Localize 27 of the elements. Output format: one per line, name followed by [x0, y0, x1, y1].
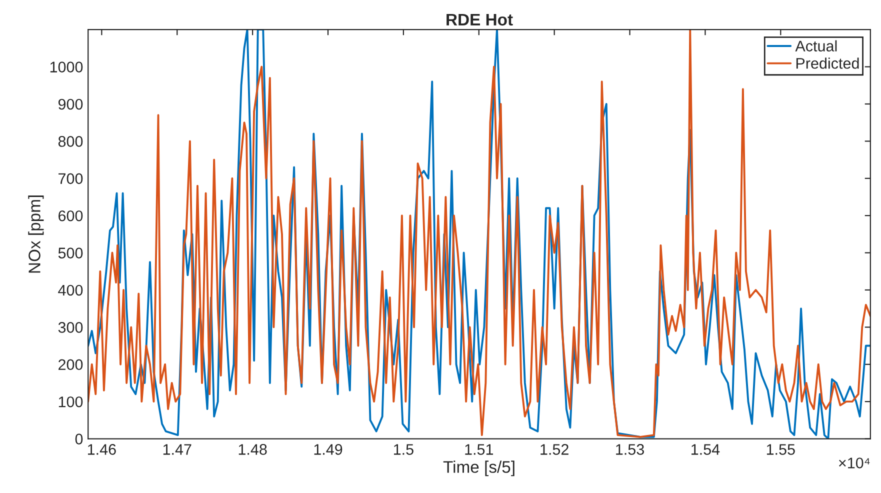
x-tick-label: 1.49 [314, 444, 342, 455]
y-tick-label: 1000 [50, 62, 83, 72]
y-tick-label: 200 [58, 359, 83, 370]
legend-label: Actual [795, 40, 837, 52]
y-tick-label: 400 [58, 284, 83, 296]
x-tick-label: 1.54 [692, 444, 720, 455]
chart-title: RDE Hot [446, 14, 513, 26]
y-tick-label: 300 [58, 322, 83, 333]
x-tick-label: 1.51 [465, 444, 494, 455]
y-tick-label: 800 [58, 136, 83, 147]
x-tick-label: 1.46 [88, 444, 116, 455]
x-axis-title: Time [s/5] [443, 460, 514, 476]
y-tick-label: 0 [75, 434, 83, 444]
x-tick-label: 1.5 [394, 444, 414, 455]
x-tick-label: 1.48 [238, 444, 267, 455]
y-tick-label: 500 [58, 248, 83, 258]
y-tick-label: 700 [58, 173, 83, 184]
text: ×10⁴ [839, 458, 870, 468]
x-tick-label: 1.55 [766, 444, 795, 455]
y-axis-title: NOx [ppm] [28, 196, 44, 273]
legend-label: Predicted [796, 58, 859, 69]
x-tick-label: 1.52 [540, 444, 568, 455]
y-tick-label: 100 [58, 396, 83, 408]
x-tick-label: 1.47 [163, 444, 192, 455]
y-tick-label: 600 [58, 210, 83, 222]
x-tick-label: 1.53 [616, 444, 644, 455]
y-tick-label: 900 [58, 98, 83, 110]
